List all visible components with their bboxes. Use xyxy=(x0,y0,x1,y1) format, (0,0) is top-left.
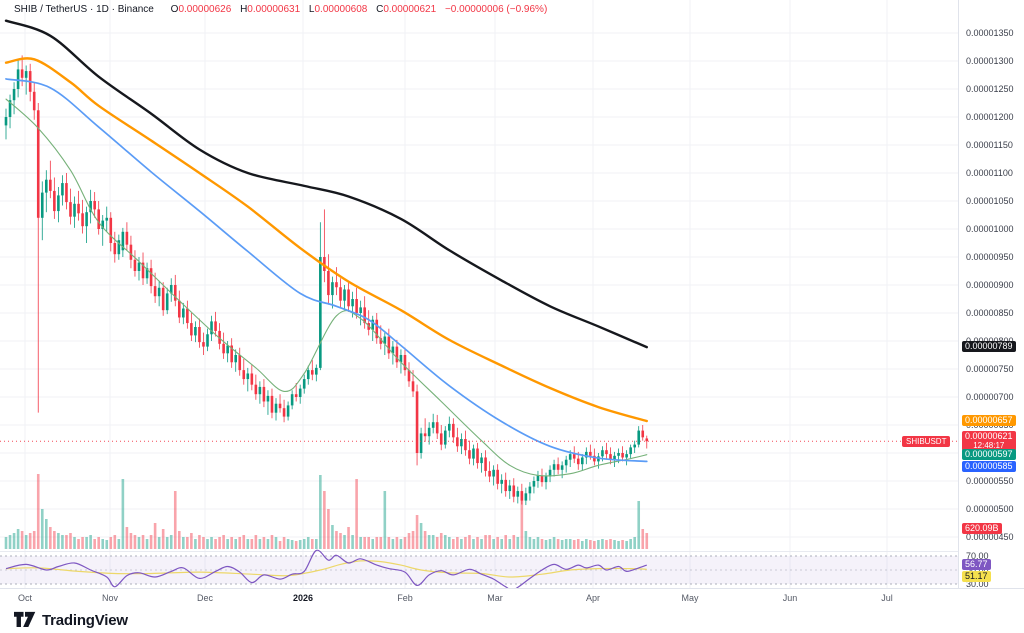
ma-blue-value-badge: 0.00000585 xyxy=(962,461,1016,473)
low-label: L xyxy=(308,4,315,15)
rsi-value-badge: 56.77 xyxy=(962,559,991,571)
ma-orange-value-badge: 0.00000657 xyxy=(962,415,1016,427)
price-tick-label: 0.00000750 xyxy=(966,364,1014,374)
chart-surface[interactable] xyxy=(0,0,958,588)
high-label: H xyxy=(240,4,248,15)
price-tick-label: 0.00001350 xyxy=(966,28,1014,38)
change-value: −0.00000006 (−0.96%) xyxy=(444,4,548,15)
price-tick-label: 0.00001150 xyxy=(966,140,1013,150)
price-tick-label: 0.00001100 xyxy=(966,168,1013,178)
price-tick-label: 0.00001250 xyxy=(966,84,1014,94)
ma-green-short xyxy=(5,98,648,477)
last-price-badge: 0.00000621 12:48:17 xyxy=(962,431,1016,452)
rsi-level-70: 70.00 xyxy=(966,551,989,561)
open-label: O xyxy=(170,4,179,15)
high-value: 0.00000631 xyxy=(247,4,301,15)
rsi-line xyxy=(5,549,647,588)
price-tick-label: 0.00000700 xyxy=(966,392,1014,402)
time-tick-month: Mar xyxy=(487,593,503,603)
price-tick-label: 0.00001000 xyxy=(966,224,1014,234)
close-value: 0.00000621 xyxy=(383,4,437,15)
time-tick-year: 2026 xyxy=(292,593,314,603)
time-tick-month: Dec xyxy=(196,593,214,603)
price-tick-label: 0.00001050 xyxy=(966,196,1014,206)
price-tick-label: 0.00000950 xyxy=(966,252,1014,262)
symbol-legend: SHIB / TetherUS · 1D · Binance O0.000006… xyxy=(14,4,547,15)
time-tick-month: May xyxy=(681,593,699,603)
time-tick-month: Oct xyxy=(17,593,33,603)
tradingview-logo-icon xyxy=(14,611,36,627)
price-tick-label: 0.00001300 xyxy=(966,56,1014,66)
volume-value-badge: 620.09B xyxy=(962,523,1002,534)
rsi-ma-value-badge: 51.17 xyxy=(962,571,991,583)
price-axis[interactable]: 0.00001350 0.00001300 0.00001250 0.00001200… xyxy=(958,0,1024,606)
time-tick-month: Jun xyxy=(782,593,798,603)
price-tick-label: 0.00001200 xyxy=(966,112,1014,122)
ma-blue xyxy=(5,78,648,463)
price-tick-label: 0.00000900 xyxy=(966,280,1014,290)
ma-black-value-badge: 0.00000789 xyxy=(962,341,1016,353)
price-tick-label: 0.00000450 xyxy=(966,532,1014,542)
bar-countdown: 12:48:17 xyxy=(973,441,1005,451)
price-tick-label: 0.00000550 xyxy=(966,476,1014,486)
rsi-level-30: 30.00 xyxy=(966,579,989,589)
ma-orange xyxy=(4,57,648,423)
time-tick-month: Nov xyxy=(101,593,119,603)
price-tick-label: 0.00000800 xyxy=(966,336,1014,346)
time-tick-month: Feb xyxy=(397,593,413,603)
price-tick-label: 0.00000850 xyxy=(966,308,1014,318)
time-axis[interactable]: Oct Nov Dec 2026 Feb Mar Apr May Jun Jul xyxy=(0,588,1024,607)
price-tick-label: 0.00000500 xyxy=(966,504,1014,514)
time-tick-month: Apr xyxy=(585,593,601,603)
low-value: 0.00000608 xyxy=(314,4,368,15)
time-tick-month: Jul xyxy=(881,593,893,603)
price-line-symbol-label: SHIBUSDT xyxy=(902,435,951,447)
ma-black xyxy=(4,19,648,349)
symbol-title: SHIB / TetherUS · 1D · Binance xyxy=(14,4,154,15)
ma-green-value-badge: 0.00000597 xyxy=(962,449,1016,461)
tradingview-logo[interactable]: TradingView xyxy=(14,611,128,629)
open-value: 0.00000626 xyxy=(178,4,232,15)
close-label: C xyxy=(376,4,384,15)
last-price-value: 0.00000621 xyxy=(965,431,1013,442)
tradingview-logo-text: TradingView xyxy=(42,611,128,629)
